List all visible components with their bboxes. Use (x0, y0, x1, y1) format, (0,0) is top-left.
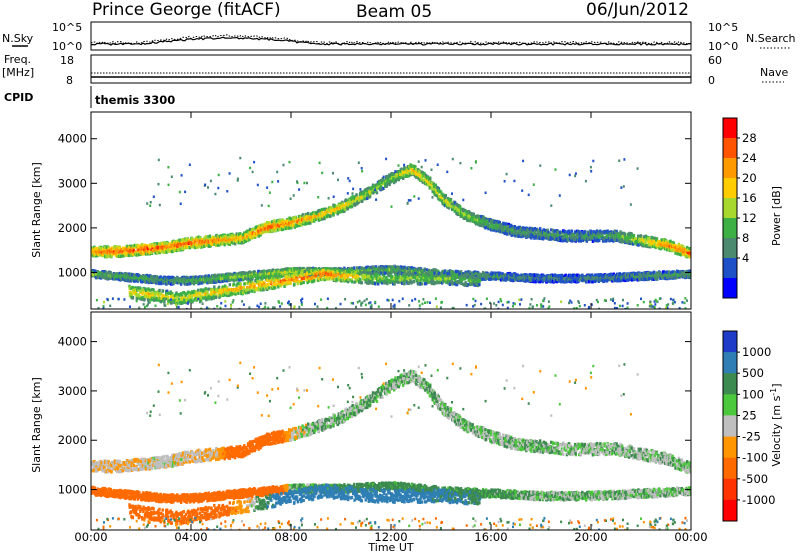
power-cell (209, 235, 211, 238)
noise-right-label: N.Search (746, 32, 796, 45)
noise-right-tick-bottom: 10^0 (708, 40, 738, 53)
freq-panel: Freq. [MHz] 18 8 60 0 Nave (2, 53, 788, 87)
power-cell (355, 193, 357, 196)
freq-left-label-2: [MHz] (2, 66, 34, 79)
power-cell (506, 233, 508, 236)
power-cell (502, 222, 504, 225)
power-cell (669, 240, 671, 243)
noise-left-label: N.Sky (2, 32, 34, 45)
power-cell (271, 229, 273, 232)
power-cell (485, 226, 487, 229)
power-cell (605, 239, 607, 242)
power-cell (361, 267, 363, 270)
freq-left-tick-bottom: 8 (66, 74, 73, 87)
power-cell (274, 229, 276, 232)
freq-right-tick-top: 60 (708, 54, 722, 67)
power-cell (394, 170, 396, 173)
power-cell (593, 230, 595, 233)
power-cell (199, 237, 201, 240)
cpid-value: themis 3300 (95, 93, 175, 107)
power-cell (294, 216, 296, 219)
power-cell (579, 236, 581, 239)
freq-right-tick-bottom: 0 (708, 74, 715, 87)
power-cell (251, 228, 253, 231)
beam-title: Beam 05 (356, 2, 432, 22)
power-heatmap (91, 157, 694, 311)
date-title: 06/Jun/2012 (586, 0, 689, 20)
power-cell (633, 234, 635, 237)
power-cell (556, 230, 558, 233)
freq-panel-frame (91, 55, 691, 83)
power-cell (571, 230, 573, 233)
power-cell (221, 242, 223, 245)
power-cell (353, 266, 355, 269)
noise-right-tick-top: 10^5 (708, 21, 738, 34)
power-cell (444, 195, 446, 198)
noise-left-tick-top: 10^5 (52, 21, 82, 34)
cpid-label: CPID (4, 91, 33, 104)
power-cell (160, 275, 162, 278)
power-cell (429, 178, 431, 181)
power-cell (628, 240, 630, 243)
freq-left-tick-top: 18 (60, 54, 74, 67)
power-cell (403, 166, 405, 169)
power-cell (189, 282, 191, 285)
power-cell (307, 212, 309, 215)
station-title: Prince George (fitACF) (92, 0, 281, 20)
noise-left-tick-bottom: 10^0 (52, 40, 82, 53)
freq-right-label: Nave (760, 66, 788, 79)
power-cell (598, 239, 600, 242)
freq-left-label-1: Freq. (4, 53, 31, 66)
power-cell (329, 214, 331, 217)
power-cell (156, 242, 158, 245)
power-cell (292, 223, 294, 226)
power-cell (637, 244, 639, 247)
power-cell (376, 191, 378, 194)
noise-panel-frame (91, 22, 691, 50)
power-cell (321, 208, 323, 211)
power-cell (584, 230, 586, 233)
noise-panel: N.Sky 10^5 10^0 10^5 10^0 N.Search (2, 21, 796, 53)
power-cell (208, 274, 210, 277)
power-cell (361, 200, 363, 203)
